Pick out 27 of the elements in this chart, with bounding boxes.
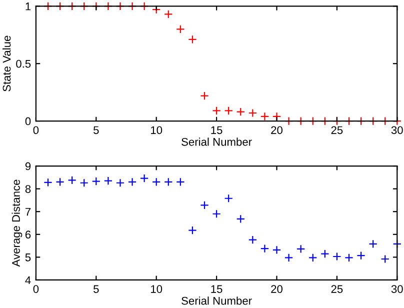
y-axis-title: State Value (2, 36, 11, 92)
x-tick-label: 20 (271, 285, 282, 293)
x-tick-label: 30 (391, 285, 403, 293)
y-tick-label: 7 (25, 208, 31, 216)
y-tick-label: 9 (25, 162, 31, 170)
x-axis-title: Serial Number (182, 138, 252, 146)
x-tick-label: 30 (391, 126, 403, 134)
x-tick-label: 10 (151, 126, 162, 134)
y-axis-title: Average Distance (12, 180, 22, 267)
x-tick-label: 15 (211, 126, 222, 134)
y-tick-label: 6 (25, 230, 31, 239)
y-tick-label: 0 (25, 117, 31, 126)
x-tick-label: 25 (331, 126, 343, 134)
x-tick-label: 20 (271, 126, 282, 134)
x-tick-label: 0 (33, 285, 39, 293)
y-tick-label: 5 (25, 254, 31, 262)
x-axis-title: Serial Number (182, 296, 252, 305)
y-tick-label: 8 (25, 185, 31, 193)
x-tick-label: 5 (94, 126, 99, 134)
x-tick-label: 25 (331, 285, 343, 293)
y-tick-label: 1 (26, 2, 31, 10)
x-tick-label: 10 (151, 285, 162, 293)
y-tick-label: 4 (25, 276, 31, 284)
x-tick-label: 5 (94, 285, 99, 293)
x-tick-label: 0 (33, 126, 39, 134)
y-tick-label: 0.5 (16, 60, 31, 68)
x-tick-label: 15 (211, 285, 222, 293)
